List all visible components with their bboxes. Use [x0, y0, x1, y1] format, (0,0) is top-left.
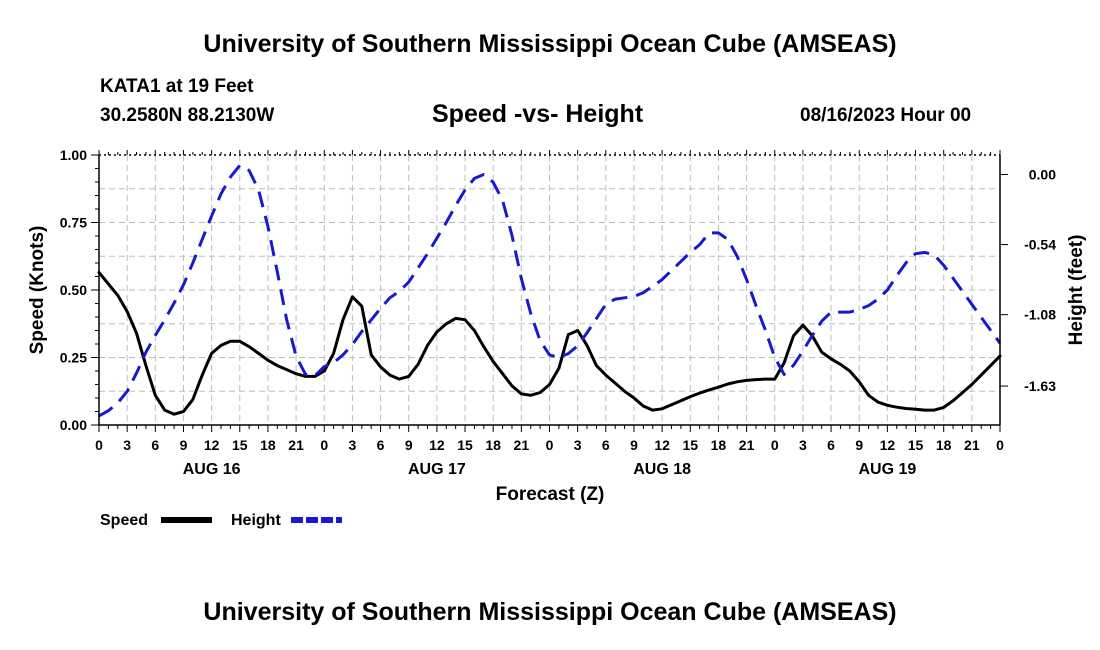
legend-height-label: Height	[231, 512, 281, 529]
x-tick-label: 21	[288, 437, 304, 453]
y-tick-label: 0.25	[60, 350, 87, 366]
y-tick-label: 0.50	[60, 282, 87, 298]
x-tick-label: 12	[654, 437, 670, 453]
x-tick-label: 6	[602, 437, 610, 453]
legend: Speed Height	[100, 512, 342, 529]
station-label: KATA1 at 19 Feet	[100, 76, 254, 97]
series-layer	[97, 163, 1002, 418]
y2-tick-label: -1.08	[1024, 307, 1056, 323]
x-tick-label: 12	[429, 437, 445, 453]
y-tick-label: 0.00	[60, 417, 87, 433]
x-tick-label: 18	[711, 437, 727, 453]
day-label: AUG 17	[408, 461, 466, 478]
x-tick-label: 21	[514, 437, 530, 453]
x-tick-label: 15	[682, 437, 698, 453]
page-title: University of Southern Mississippi Ocean…	[203, 30, 897, 58]
x-tick-label: 9	[855, 437, 863, 453]
x-tick-label: 6	[151, 437, 159, 453]
height-series-line	[98, 163, 1002, 418]
y2-tick-label: -1.63	[1024, 378, 1056, 394]
y2-tick-label: -0.54	[1024, 237, 1056, 253]
footer-title: University of Southern Mississippi Ocean…	[203, 598, 897, 626]
x-tick-label: 6	[377, 437, 385, 453]
y-axis-title: Speed (Knots)	[27, 226, 48, 355]
y-tick-label: 0.75	[60, 215, 87, 231]
day-label: AUG 19	[858, 461, 916, 478]
x-tick-label: 15	[232, 437, 248, 453]
chart-title: Speed -vs- Height	[432, 100, 644, 128]
coordinates-label: 30.2580N 88.2130W	[100, 105, 275, 126]
day-label: AUG 16	[183, 461, 241, 478]
x-tick-label: 6	[827, 437, 835, 453]
x-tick-label: 12	[880, 437, 896, 453]
x-tick-label: 3	[574, 437, 582, 453]
x-tick-label: 0	[546, 437, 554, 453]
x-tick-label: 9	[630, 437, 638, 453]
x-tick-label: 21	[964, 437, 980, 453]
x-tick-label: 0	[320, 437, 328, 453]
x-tick-label: 0	[771, 437, 779, 453]
y2-tick-label: 0.00	[1029, 166, 1056, 182]
x-tick-label: 18	[485, 437, 501, 453]
x-tick-label: 18	[260, 437, 276, 453]
x-tick-label: 12	[204, 437, 220, 453]
forecast-date-label: 08/16/2023 Hour 00	[800, 105, 972, 126]
day-label: AUG 18	[633, 461, 691, 478]
x-tick-label: 21	[739, 437, 755, 453]
x-tick-label: 18	[936, 437, 952, 453]
axis-labels: 0 3 6 9 12 15 18 21 0 3 6 9 12 15 18 21 0 3 6 9 12 15 18 21 0 3 6 9…	[27, 147, 1087, 505]
x-tick-label: 0	[996, 437, 1004, 453]
x-tick-label: 9	[405, 437, 413, 453]
plot-frame	[91, 150, 1008, 432]
x-axis-title: Forecast (Z)	[496, 484, 605, 505]
x-tick-label: 3	[123, 437, 131, 453]
speed-series-line	[97, 271, 1002, 416]
x-tick-label: 15	[908, 437, 924, 453]
y2-axis-title: Height (feet)	[1066, 235, 1087, 346]
x-tick-label: 3	[799, 437, 807, 453]
x-tick-label: 9	[180, 437, 188, 453]
x-tick-label: 15	[457, 437, 473, 453]
x-tick-label: 3	[349, 437, 357, 453]
x-tick-label: 0	[95, 437, 103, 453]
legend-speed-label: Speed	[100, 512, 148, 529]
y-tick-label: 1.00	[60, 147, 87, 163]
